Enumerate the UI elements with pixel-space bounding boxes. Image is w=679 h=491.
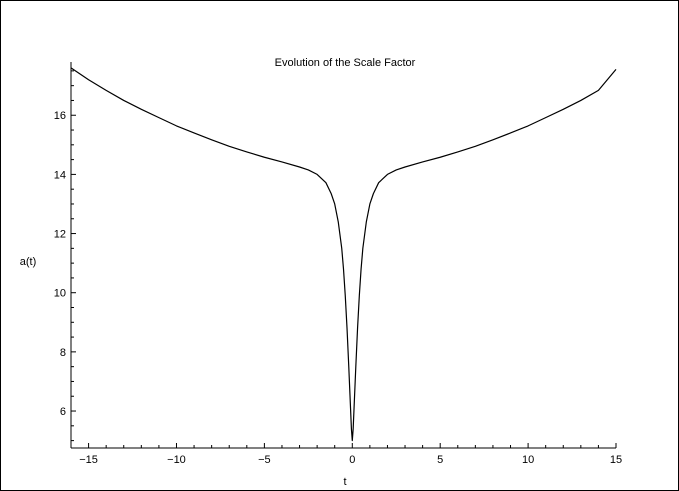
plot-area [70, 67, 617, 442]
ticks: −15 −10 −5 0 5 10 15 6 8 10 12 14 16 [54, 70, 622, 466]
y-tick-label: 8 [60, 347, 66, 359]
series-line [70, 67, 617, 442]
y-tick-label: 10 [54, 288, 66, 300]
x-tick-label: −15 [79, 454, 98, 466]
y-tick-label: 12 [54, 229, 66, 241]
y-tick-label: 16 [54, 110, 66, 122]
y-tick-label: 14 [54, 169, 66, 181]
x-tick-label: −5 [258, 454, 271, 466]
x-tick-label: 0 [349, 454, 355, 466]
chart-title: Evolution of the Scale Factor [275, 57, 416, 69]
y-tick-label: 6 [60, 406, 66, 418]
x-tick-label: 15 [610, 454, 622, 466]
x-axis-label: t [343, 476, 346, 488]
x-tick-label: 5 [437, 454, 443, 466]
x-tick-label: −10 [167, 454, 186, 466]
x-tick-label: 10 [522, 454, 534, 466]
y-axis-label: a(t) [20, 256, 37, 268]
axes [70, 62, 616, 449]
